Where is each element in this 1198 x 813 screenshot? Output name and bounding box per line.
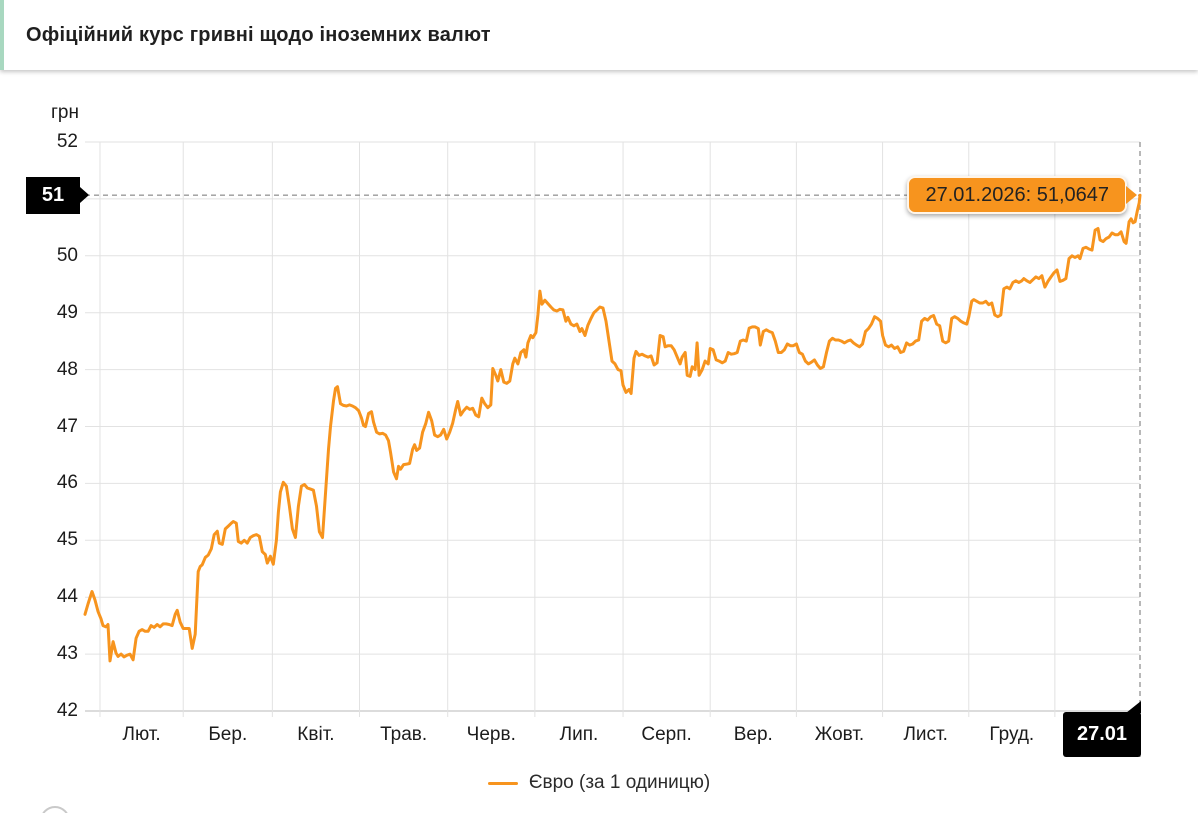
y-value-flag-pointer-icon xyxy=(80,187,89,204)
accent-stripe xyxy=(0,0,4,70)
x-axis-tick-label: Квіт. xyxy=(297,724,335,745)
partial-logo xyxy=(40,806,70,813)
y-axis-unit-label: грн xyxy=(51,102,79,123)
price-line[interactable] xyxy=(83,193,1142,663)
chart-plot-area[interactable] xyxy=(83,141,1142,762)
y-axis-tick-label: 44 xyxy=(56,586,78,608)
chart-canvas[interactable] xyxy=(83,141,1142,762)
x-axis-tick-label: Черв. xyxy=(466,724,516,745)
date-flag-label: 27.01 xyxy=(1076,723,1128,745)
y-axis-tick-label: 42 xyxy=(56,700,78,721)
tooltip-text: 27.01.2026: 51,0647 xyxy=(925,183,1109,206)
header-bar: Офіційний курс гривні щодо іноземних вал… xyxy=(0,0,1198,70)
y-axis-tick-label: 48 xyxy=(56,358,78,380)
y-axis-tick-label: 50 xyxy=(56,244,78,266)
y-axis-tick-label: 47 xyxy=(56,415,78,437)
y-axis-tick-label: 45 xyxy=(56,529,78,551)
y-axis-tick-label: 52 xyxy=(56,131,78,152)
legend-label: Євро (за 1 одиницю) xyxy=(528,772,711,793)
x-axis-tick-label: Лип. xyxy=(559,724,599,745)
date-flag: 27.01 xyxy=(1063,701,1141,757)
page-title: Офіційний курс гривні щодо іноземних вал… xyxy=(26,24,491,46)
y-value-flag-label: 51 xyxy=(41,183,65,206)
x-axis-tick-label: Серп. xyxy=(641,724,692,745)
y-axis-tick-label: 46 xyxy=(56,472,78,494)
x-axis-tick-label: Груд. xyxy=(989,724,1035,745)
date-flag-pointer-icon xyxy=(1126,701,1141,713)
y-axis-tick-label: 43 xyxy=(56,643,78,665)
y-axis-tick-label: 49 xyxy=(56,301,78,323)
tooltip: 27.01.2026: 51,0647 xyxy=(907,176,1137,215)
legend[interactable]: Євро (за 1 одиницю) xyxy=(0,772,1198,794)
x-axis-tick-label: Лист. xyxy=(903,724,948,745)
tooltip-pointer-icon xyxy=(1126,186,1137,205)
legend-line-icon xyxy=(487,781,518,785)
x-axis-tick-label: Жовт. xyxy=(814,724,865,745)
x-axis-tick-label: Лют. xyxy=(122,724,161,745)
y-value-flag: 51 xyxy=(26,176,89,214)
x-axis-tick-label: Трав. xyxy=(380,724,428,745)
y-axis-labels: 52 51 50 49 48 47 46 45 44 43 42 xyxy=(0,131,78,721)
x-axis-tick-label: Вер. xyxy=(733,724,773,745)
x-axis-tick-label: Бер. xyxy=(208,724,248,745)
x-axis-labels: Лют. Бер. Квіт. Трав. Черв. Лип. Серп. Вер. Жовт… xyxy=(85,722,1140,752)
